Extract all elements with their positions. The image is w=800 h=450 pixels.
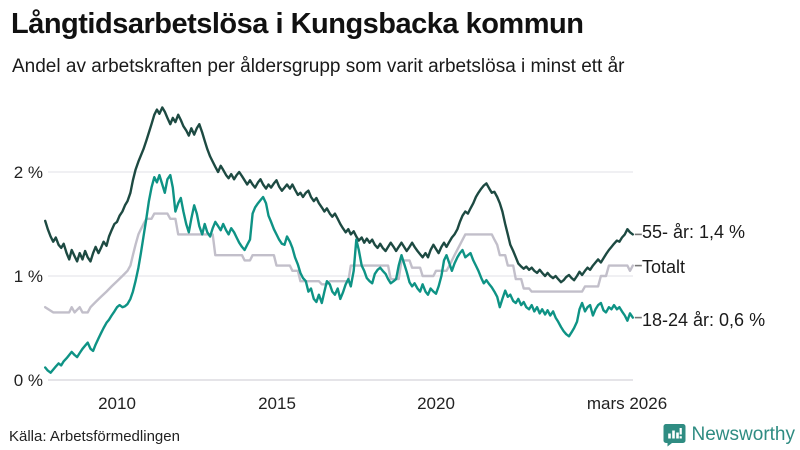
series-line-55-r: [44, 106, 634, 284]
series-label-55-ar: 55- år: 1,4 %: [642, 222, 746, 242]
y-axis-tick-2pct: 2 %: [13, 163, 43, 182]
newsworthy-brand: Newsworthy: [663, 423, 795, 447]
newsworthy-brand-text: Newsworthy: [691, 424, 795, 445]
series-label-18-24-ar: 18-24 år: 0,6 %: [642, 310, 766, 330]
x-axis-tick-2020: 2020: [417, 394, 455, 413]
series-line-18-24-r: [44, 173, 634, 374]
series-line-totalt: [44, 212, 634, 314]
x-axis-tick-2015: 2015: [258, 394, 296, 413]
series-label-totalt: Totalt: [642, 257, 686, 277]
x-axis-tick-2010: 2010: [98, 394, 136, 413]
y-axis-tick-1pct: 1 %: [13, 267, 43, 286]
x-axis-tick-mars-2026: mars 2026: [586, 394, 668, 413]
source-note: Källa: Arbetsförmedlingen: [9, 428, 180, 445]
y-axis-tick-0pct: 0 %: [13, 371, 43, 390]
page-title: Långtidsarbetslösa i Kungsbacka kommun: [11, 8, 584, 40]
page-subtitle: Andel av arbetskraften per åldersgrupp s…: [12, 56, 625, 77]
newsworthy-logo-icon: [663, 424, 686, 447]
